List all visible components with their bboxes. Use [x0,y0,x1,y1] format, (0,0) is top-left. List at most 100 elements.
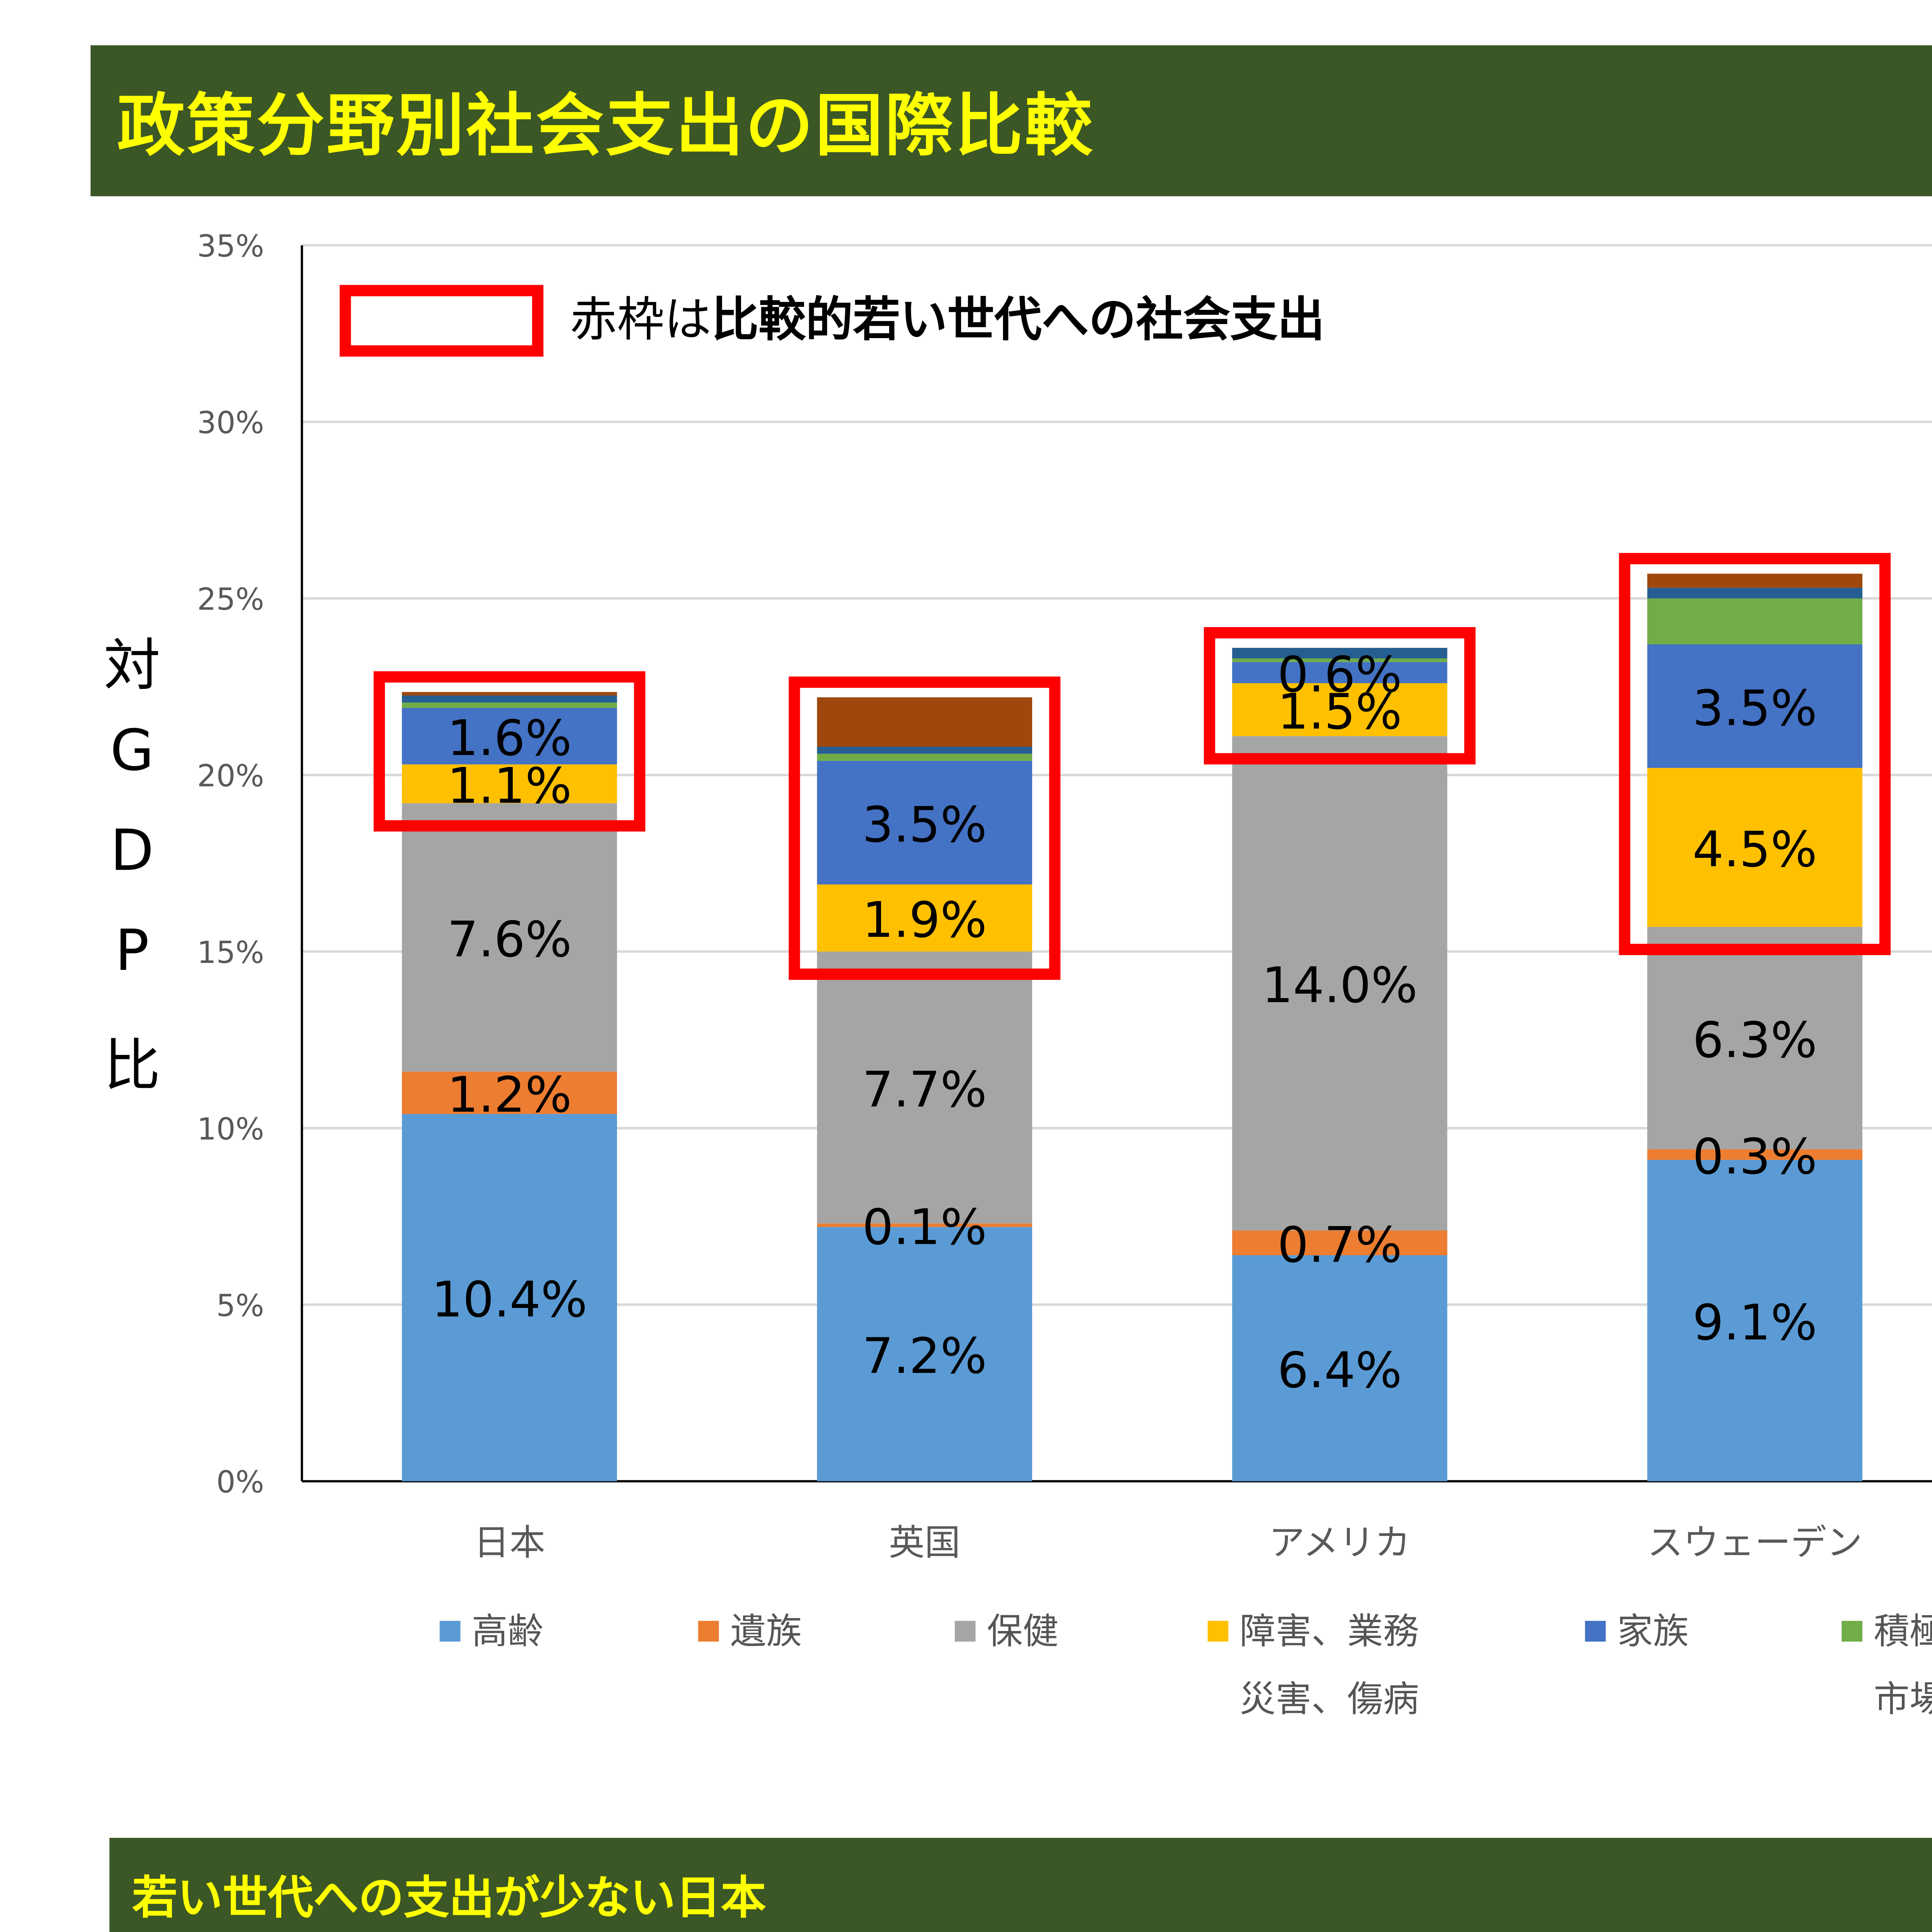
bar-segment [402,702,617,708]
bar-segment [402,696,617,703]
legend-label: 遺族 [730,1611,802,1653]
data-label: 1.5% [1277,683,1402,740]
legend-swatch [698,1621,719,1642]
highlight-frame [1204,627,1476,765]
bar-segment [1232,683,1447,736]
bar-segment [1232,648,1447,659]
legend-label-line2: 市場政策 [1874,1679,1932,1721]
legend-item: 家族 [1585,1604,1689,1655]
bar-segment [1647,1149,1862,1160]
legend-label-line2: 災害、傷病 [1240,1679,1419,1721]
y-tick-label: 30% [197,405,264,440]
legend-swatch [954,1621,976,1642]
y-axis-label-char: 対 [104,634,161,700]
x-tick-label: 英国 [889,1522,961,1563]
highlight-frame [373,671,646,832]
data-label: 6.4% [1277,1342,1402,1399]
highlight-frame [1619,553,1891,955]
note-prefix: 赤枠は [570,292,712,347]
legend-swatch [1208,1621,1229,1642]
data-label: 4.5% [1692,821,1817,878]
stacked-bar-chart: 0%5%10%15%20%25%30%35%10.4%1.2%7.6%1.1%1… [197,229,1932,1563]
bar-segment [402,692,617,696]
data-label: 1.1% [447,757,572,814]
legend-label: 積極的労働 [1874,1611,1932,1653]
bar-segment [402,708,617,765]
data-label: 1.6% [447,709,572,767]
legend-swatch [1585,1621,1606,1642]
bar-segment [402,1114,617,1481]
page-title: 政策分野別社会支出の国際比較 [117,88,1095,166]
y-tick-label: 20% [197,759,264,794]
bar-segment [1232,662,1447,684]
bar-segment [817,951,1032,1224]
y-axis-label-char: G [110,719,154,785]
legend-swatch [1842,1621,1862,1642]
data-label: 0.6% [1277,646,1402,703]
legend-label: 家族 [1617,1611,1689,1653]
bar-segment [817,697,1032,747]
data-label: 7.2% [862,1327,987,1384]
data-label: 14.0% [1262,957,1417,1014]
bar-segment [1232,1255,1447,1481]
bar-segment [817,1223,1032,1227]
data-label: 0.3% [1692,1128,1817,1185]
x-tick-label: アメリカ [1269,1522,1410,1563]
bar-segment [1232,658,1447,662]
legend-label: 障害、業務 [1240,1611,1419,1653]
data-label: 9.1% [1692,1294,1817,1351]
data-label: 0.1% [862,1199,987,1256]
highlight-frame [789,676,1061,980]
bar-segment [1647,588,1862,599]
bar-segment [1647,768,1862,927]
bar-segment [817,1227,1032,1481]
data-label: 10.4% [432,1271,587,1328]
bar-segment [817,761,1032,884]
y-axis-label-char: D [110,819,154,885]
bar-segment [402,764,617,803]
bar-segment [1647,927,1862,1150]
y-tick-label: 0% [216,1465,264,1500]
bar-segment [1647,1160,1862,1481]
data-label: 6.3% [1692,1011,1817,1068]
x-tick-label: 日本 [474,1522,546,1563]
section-banner: 若い世代への支出が少ない日本 [109,1838,1932,1932]
data-label: 7.6% [447,911,572,968]
bar-segment [817,747,1032,754]
y-tick-label: 25% [197,582,264,617]
legend-swatch [439,1621,461,1642]
legend-item: 障害、業務 [1208,1604,1419,1655]
x-tick-label: スウェーデン [1647,1522,1862,1563]
bar-segment [817,753,1032,761]
data-label: 3.5% [862,796,987,853]
data-label: 1.9% [862,891,987,949]
legend-label: 保健 [986,1611,1059,1653]
bar-segment [1647,573,1862,588]
title-banner: 政策分野別社会支出の国際比較 [90,45,1932,196]
bar-segment [402,803,617,1072]
bar-segment [402,1071,617,1114]
bar-segment [1647,598,1862,645]
legend-item: 積極的労働 [1842,1604,1932,1655]
legend-item: 保健 [954,1604,1059,1655]
y-tick-label: 15% [197,935,264,970]
y-axis-label-char: 比 [104,1034,161,1100]
highlight-legend-frame [339,285,544,357]
note-emphasis: 比較的若い世代への社会支出 [711,292,1325,347]
data-label: 0.7% [1277,1216,1402,1273]
data-label: 1.2% [447,1066,572,1123]
legend-label: 高齢 [471,1611,544,1653]
highlight-legend-text: 赤枠は比較的若い世代への社会支出 [570,283,1325,351]
data-label: 3.5% [1692,679,1817,736]
legend-item: 高齢 [439,1604,544,1655]
y-tick-label: 5% [216,1288,264,1323]
section-title: 若い世代への支出が少ない日本 [132,1872,766,1925]
bar-segment [1647,644,1862,768]
data-label: 7.7% [862,1061,987,1118]
bar-segment [1232,1230,1447,1255]
bar-segment [1232,736,1447,1231]
bar-segment [817,884,1032,952]
y-tick-label: 10% [197,1112,264,1147]
y-axis-label-char: P [115,919,150,985]
